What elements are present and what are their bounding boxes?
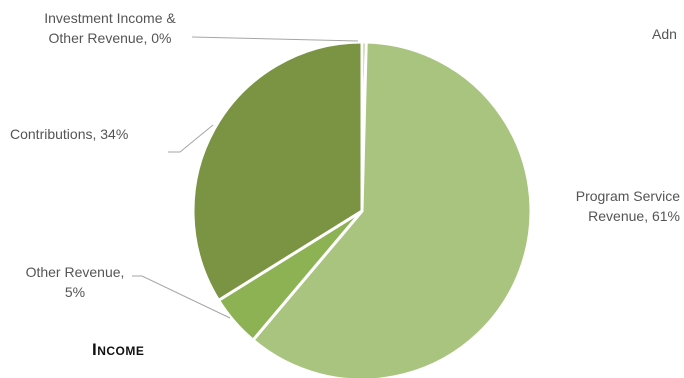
slice-label-line: Contributions, 34% bbox=[10, 126, 129, 142]
slice-label-line: Revenue, 61% bbox=[588, 208, 680, 224]
pie-slice-program-service-revenue bbox=[251, 40, 533, 378]
cutoff-label: Adn bbox=[652, 26, 677, 42]
pie-slice-contributions bbox=[191, 40, 364, 302]
slice-label-line: Investment Income & bbox=[44, 10, 176, 26]
slice-label-contributions: Contributions, 34% bbox=[10, 124, 128, 144]
slice-label-line: 5% bbox=[64, 284, 86, 300]
slice-label-investment-income: Investment Income & Other Revenue, 0% bbox=[0, 8, 220, 48]
slice-label-line: Other Revenue, 0% bbox=[48, 30, 172, 46]
slice-label-other-revenue: Other Revenue, 5% bbox=[0, 262, 150, 302]
chart-title: Income bbox=[92, 340, 145, 359]
leader-line-other-revenue bbox=[132, 275, 231, 319]
slice-label-line: Other Revenue, bbox=[25, 264, 125, 280]
leader-line-contributions bbox=[168, 124, 214, 153]
slice-label-line: Program Service bbox=[575, 188, 680, 204]
slice-label-program-service-revenue: Program Service Revenue, 61% bbox=[520, 186, 680, 226]
leader-line-investment-income bbox=[191, 36, 359, 42]
